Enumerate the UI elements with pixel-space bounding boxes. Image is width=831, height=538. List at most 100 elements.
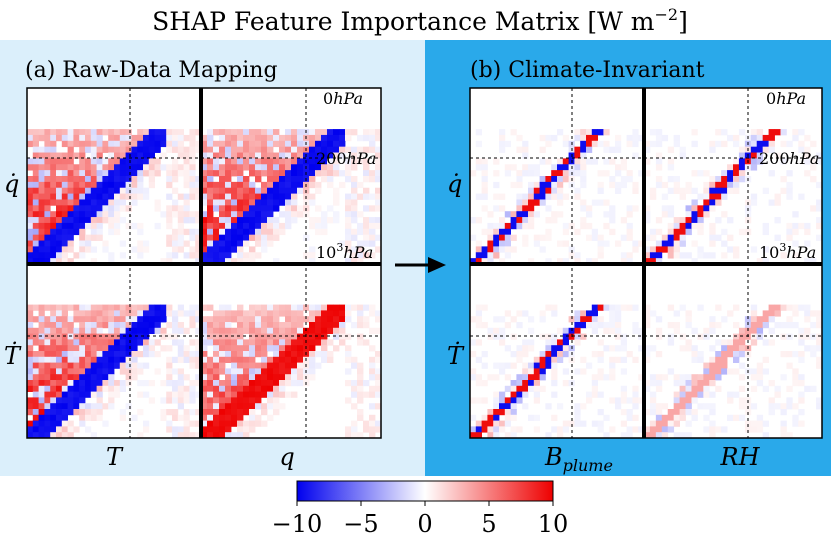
heatmap-cell xyxy=(207,129,214,136)
heatmap-cell xyxy=(50,181,57,189)
heatmap-cell xyxy=(798,339,805,346)
heatmap-cell xyxy=(545,403,552,410)
heatmap-cell xyxy=(655,414,663,421)
heatmap-cell xyxy=(61,228,68,236)
heatmap-cell xyxy=(539,333,546,340)
heatmap-cell xyxy=(32,304,39,311)
heatmap-cell xyxy=(539,181,546,189)
heatmap-cell xyxy=(195,246,202,253)
heatmap-cell xyxy=(255,420,262,427)
heatmap-cell xyxy=(166,397,173,404)
heatmap-cell xyxy=(315,205,322,212)
heatmap-cell xyxy=(225,134,232,142)
heatmap-cell xyxy=(177,403,184,410)
heatmap-cell xyxy=(626,252,633,259)
heatmap-cell xyxy=(56,397,63,404)
colorbar-tick-label: −10 xyxy=(272,510,323,538)
heatmap-cell xyxy=(137,322,144,329)
heatmap-cell xyxy=(137,146,144,153)
heatmap-cell xyxy=(357,368,364,375)
heatmap-cell xyxy=(225,164,232,171)
heatmap-cell xyxy=(510,246,517,253)
heatmap-cell xyxy=(626,234,633,241)
heatmap-cell xyxy=(231,351,238,358)
heatmap-cell xyxy=(499,205,506,212)
heatmap-cell xyxy=(90,152,97,159)
heatmap-cell xyxy=(61,140,68,148)
heatmap-cell xyxy=(609,426,616,433)
heatmap-cell xyxy=(481,158,488,165)
heatmap-cell xyxy=(516,222,523,230)
heatmap-cell xyxy=(79,129,86,136)
heatmap-cell xyxy=(679,409,686,416)
heatmap-cell xyxy=(522,222,529,230)
heatmap-cell xyxy=(249,310,256,317)
heatmap-cell xyxy=(673,234,680,241)
heatmap-cell xyxy=(291,158,298,165)
heatmap-cell xyxy=(504,170,511,177)
heatmap-cell xyxy=(231,327,238,334)
heatmap-cell xyxy=(114,164,121,171)
heatmap-cell xyxy=(574,414,581,421)
heatmap-cell xyxy=(213,432,220,439)
heatmap-cell xyxy=(697,380,704,387)
heatmap-cell xyxy=(597,181,604,189)
heatmap-cell xyxy=(816,234,823,241)
heatmap-cell xyxy=(225,217,232,224)
heatmap-cell xyxy=(166,134,173,142)
heatmap-cell xyxy=(90,258,97,265)
heatmap-cell xyxy=(231,345,238,352)
heatmap-cell xyxy=(79,176,86,183)
heatmap-cell xyxy=(255,176,262,183)
heatmap-cell xyxy=(177,310,184,317)
heatmap-cell xyxy=(201,146,208,153)
heatmap-cell xyxy=(580,176,587,183)
heatmap-cell xyxy=(96,211,103,218)
heatmap-cell xyxy=(557,199,564,206)
heatmap-cell xyxy=(333,152,340,159)
heatmap-cell xyxy=(369,170,376,177)
heatmap-cell xyxy=(261,205,268,212)
heatmap-cell xyxy=(667,339,675,346)
heatmap-cell xyxy=(243,391,250,398)
heatmap-cell xyxy=(738,152,746,159)
heatmap-cell xyxy=(225,240,232,247)
heatmap-cell xyxy=(309,304,316,311)
heatmap-cell xyxy=(321,129,328,136)
heatmap-cell xyxy=(487,414,494,421)
heatmap-cell xyxy=(615,345,622,352)
heatmap-cell xyxy=(703,362,710,369)
heatmap-cell xyxy=(697,333,704,340)
heatmap-cell xyxy=(733,414,740,421)
heatmap-cell xyxy=(195,316,202,323)
heatmap-cell xyxy=(327,134,334,142)
heatmap-cell xyxy=(516,397,523,404)
heatmap-cell xyxy=(273,176,280,183)
heatmap-cell xyxy=(679,234,686,241)
heatmap-cell xyxy=(557,426,564,433)
heatmap-cell xyxy=(56,333,63,340)
heatmap-cell xyxy=(691,217,698,224)
heatmap-cell xyxy=(255,385,262,392)
heatmap-cell xyxy=(90,310,97,317)
heatmap-cell xyxy=(609,158,616,165)
heatmap-cell xyxy=(644,246,651,253)
heatmap-cell xyxy=(279,193,286,200)
heatmap-cell xyxy=(225,199,232,206)
heatmap-cell xyxy=(357,362,364,369)
heatmap-cell xyxy=(369,193,376,200)
heatmap-cell xyxy=(557,356,564,363)
heatmap-cell xyxy=(369,205,376,212)
heatmap-cell xyxy=(481,252,488,259)
heatmap-cell xyxy=(67,333,74,340)
heatmap-cell xyxy=(297,304,304,311)
heatmap-cell xyxy=(768,129,775,136)
heatmap-cell xyxy=(533,211,540,218)
heatmap-cell xyxy=(768,134,775,142)
heatmap-cell xyxy=(685,420,692,427)
heatmap-cell xyxy=(545,345,552,352)
heatmap-cell xyxy=(183,134,190,142)
heatmap-cell xyxy=(137,170,144,177)
heatmap-cell xyxy=(219,380,226,387)
heatmap-cell xyxy=(27,316,34,323)
